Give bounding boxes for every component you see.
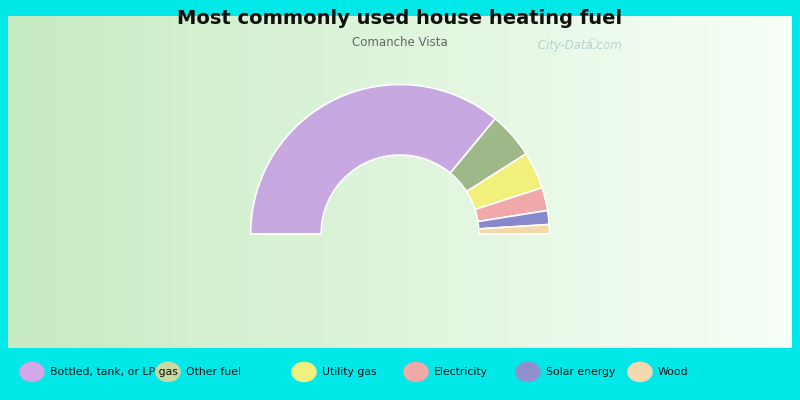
- Wedge shape: [475, 188, 547, 222]
- Text: Most commonly used house heating fuel: Most commonly used house heating fuel: [178, 9, 622, 28]
- Wedge shape: [450, 119, 526, 192]
- Wedge shape: [478, 210, 549, 229]
- Text: Other fuel: Other fuel: [186, 367, 241, 377]
- Ellipse shape: [155, 362, 181, 382]
- Ellipse shape: [515, 362, 541, 382]
- Text: Bottled, tank, or LP gas: Bottled, tank, or LP gas: [50, 367, 178, 377]
- Text: City-Data.com: City-Data.com: [534, 39, 622, 52]
- Ellipse shape: [627, 362, 653, 382]
- Text: ○: ○: [588, 38, 598, 50]
- Wedge shape: [250, 84, 495, 234]
- Text: Wood: Wood: [658, 367, 688, 377]
- Ellipse shape: [403, 362, 429, 382]
- Wedge shape: [466, 154, 542, 210]
- Wedge shape: [478, 224, 550, 234]
- Text: Comanche Vista: Comanche Vista: [352, 36, 448, 49]
- Text: Electricity: Electricity: [434, 367, 488, 377]
- Text: Solar energy: Solar energy: [546, 367, 615, 377]
- Ellipse shape: [19, 362, 45, 382]
- Text: Utility gas: Utility gas: [322, 367, 376, 377]
- Ellipse shape: [291, 362, 317, 382]
